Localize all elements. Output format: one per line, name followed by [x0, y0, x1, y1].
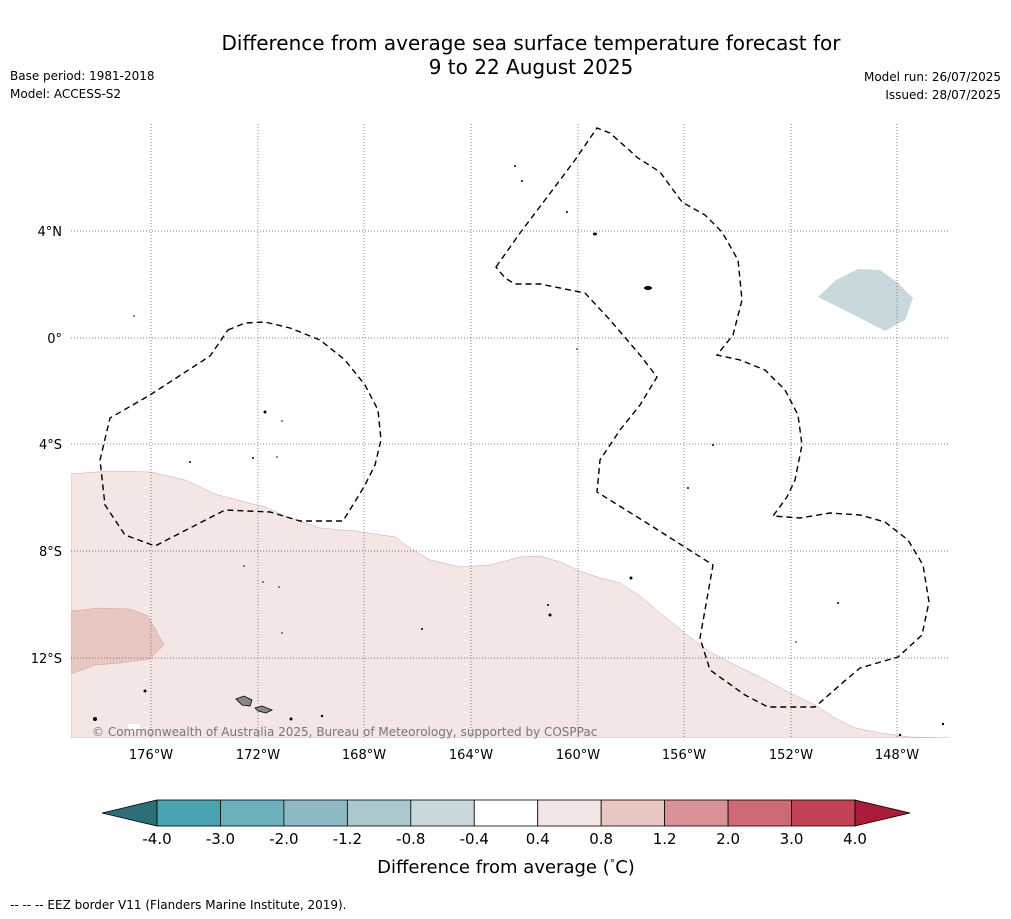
title-line-2: 9 to 22 August 2025	[428, 55, 634, 79]
colorbar-segment	[220, 799, 285, 827]
colorbar-arrow-left	[101, 799, 158, 827]
small-island-white	[128, 724, 140, 732]
model-name: Model: ACCESS-S2	[10, 87, 122, 101]
meta-right: Model run: 26/07/2025 Issued: 28/07/2025	[864, 68, 1001, 104]
colorbar-segment	[156, 799, 221, 827]
colorbar-segment	[410, 799, 475, 827]
colorbar-segment	[600, 799, 666, 827]
lat-label-0: 0°	[47, 332, 62, 347]
lon-label-172w: 172°W	[236, 748, 280, 763]
lon-label-152w: 152°W	[769, 748, 813, 763]
colorbar-tick-label: -3.0	[206, 830, 235, 848]
colorbar	[101, 799, 911, 827]
colorbar-tick-label: 3.0	[780, 830, 804, 848]
copyright-text: © Commonwealth of Australia 2025, Bureau…	[92, 725, 597, 739]
samoa-island-1	[235, 695, 253, 707]
lon-label-164w: 164°W	[449, 748, 493, 763]
colorbar-title: Difference from average (°C)	[377, 857, 635, 878]
colorbar-tick-label: -1.2	[333, 830, 362, 848]
colorbar-arrow-right	[854, 799, 911, 827]
base-period: Base period: 1981-2018	[10, 69, 155, 83]
eez-borders	[99, 127, 930, 708]
colorbar-segment	[473, 799, 539, 827]
anomaly-region-pink	[71, 607, 165, 675]
lat-label-12s: 12°S	[31, 652, 62, 667]
lon-label-176w: 176°W	[129, 748, 173, 763]
anomaly-region-light-pink	[71, 470, 950, 738]
anomaly-region-blue	[818, 269, 913, 331]
lat-label-8s: 8°S	[39, 545, 62, 560]
issued-date: Issued: 28/07/2025	[885, 88, 1001, 102]
colorbar-tick-label: 1.2	[653, 830, 677, 848]
lon-label-160w: 160°W	[556, 748, 600, 763]
colorbar-tick-label: -0.8	[396, 830, 425, 848]
colorbar-tick-label: 4.0	[843, 830, 867, 848]
chart-title: Difference from average sea surface temp…	[0, 31, 1011, 79]
model-run: Model run: 26/07/2025	[863, 70, 1001, 84]
colorbar-segment	[537, 799, 602, 827]
colorbar-segment	[346, 799, 412, 827]
colorbar-tick-label: 2.0	[716, 830, 740, 848]
islands	[93, 165, 945, 737]
colorbar-segment	[791, 799, 856, 827]
samoa-island-2	[254, 705, 273, 714]
colorbar-segment	[664, 799, 729, 827]
colorbar-tick-label: -0.4	[460, 830, 489, 848]
colorbar-labels: -4.0 -3.0 -2.0 -1.2 -0.8 -0.4 0.4 0.8 1.2 2.0 3.0 4…	[142, 830, 867, 848]
colorbar-segment	[283, 799, 348, 827]
lon-label-156w: 156°W	[662, 748, 706, 763]
title-line-1: Difference from average sea surface temp…	[221, 31, 841, 55]
colorbar-tick-label: -2.0	[269, 830, 298, 848]
graticule	[71, 124, 950, 738]
lon-label-148w: 148°W	[875, 748, 919, 763]
eez-border-phoenix	[495, 127, 930, 708]
colorbar-segment	[727, 799, 792, 827]
colorbar-tick-label: 0.4	[526, 830, 550, 848]
footnote-eez: -- -- -- EEZ border V11 (Flanders Marine…	[10, 898, 347, 912]
lon-label-168w: 168°W	[342, 748, 386, 763]
lat-label-4n: 4°N	[38, 225, 63, 240]
colorbar-tick-label: 0.8	[589, 830, 613, 848]
colorbar-tick-label: -4.0	[142, 830, 171, 848]
map-area	[71, 124, 950, 738]
eez-border-tokelau-west	[99, 321, 382, 547]
lat-label-4s: 4°S	[39, 438, 62, 453]
meta-left: Base period: 1981-2018 Model: ACCESS-S2	[10, 67, 155, 103]
